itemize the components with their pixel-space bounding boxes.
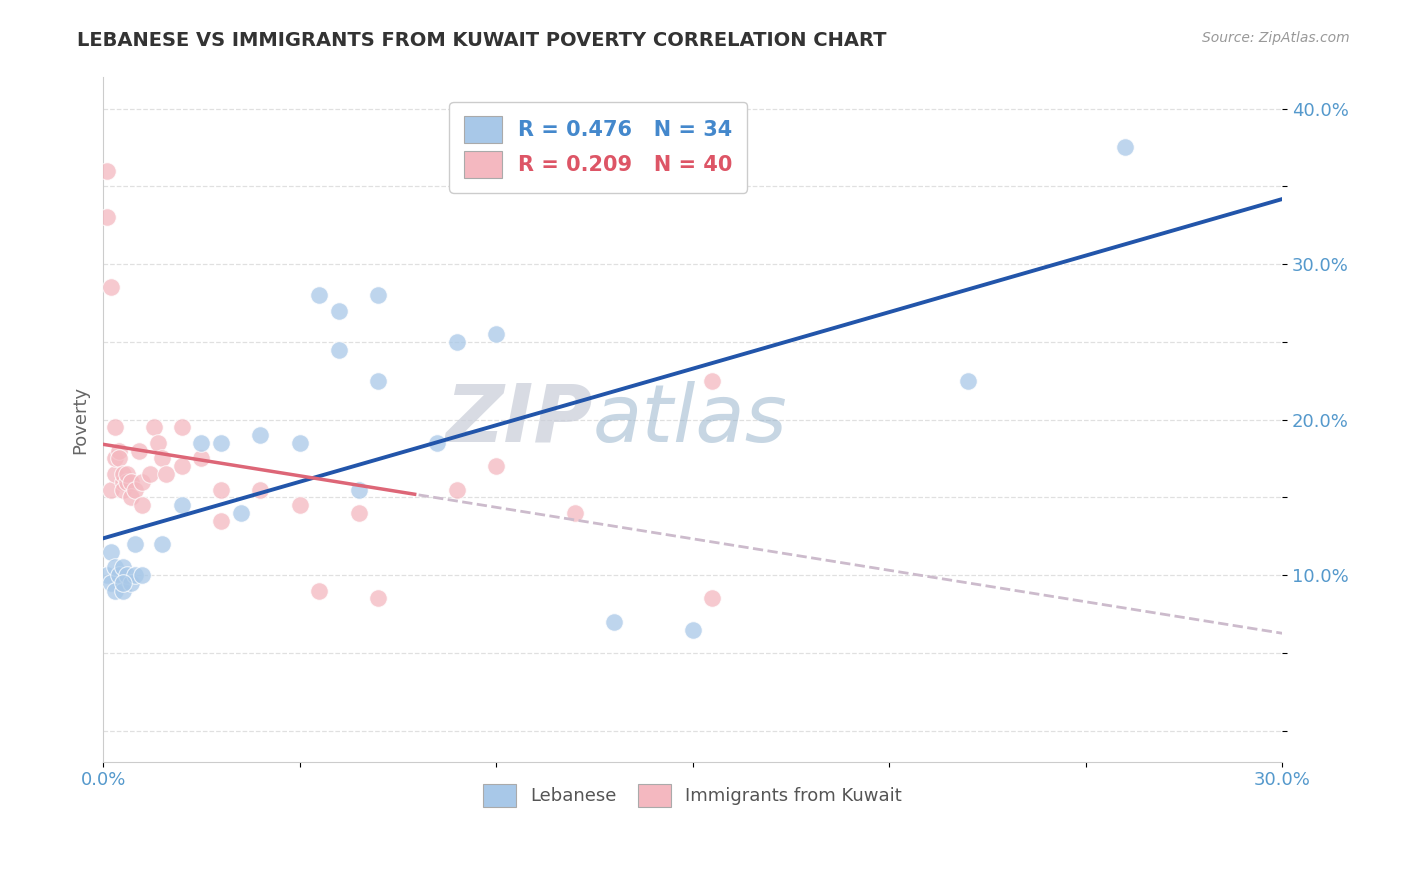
Point <box>131 475 153 489</box>
Point <box>426 436 449 450</box>
Point <box>100 280 122 294</box>
Point <box>170 498 193 512</box>
Point <box>702 591 724 606</box>
Point <box>111 575 134 590</box>
Point <box>347 483 370 497</box>
Point <box>104 451 127 466</box>
Point <box>104 467 127 481</box>
Point <box>120 575 142 590</box>
Point <box>150 537 173 551</box>
Point <box>328 343 350 357</box>
Point <box>96 211 118 225</box>
Y-axis label: Poverty: Poverty <box>72 385 89 454</box>
Point <box>229 506 252 520</box>
Point <box>111 483 134 497</box>
Point <box>115 475 138 489</box>
Text: LEBANESE VS IMMIGRANTS FROM KUWAIT POVERTY CORRELATION CHART: LEBANESE VS IMMIGRANTS FROM KUWAIT POVER… <box>77 31 887 50</box>
Point <box>702 374 724 388</box>
Point <box>111 583 134 598</box>
Point <box>190 451 212 466</box>
Point <box>111 475 134 489</box>
Point <box>115 467 138 481</box>
Point <box>209 483 232 497</box>
Point <box>131 498 153 512</box>
Point <box>124 537 146 551</box>
Point <box>308 583 330 598</box>
Point <box>104 420 127 434</box>
Point <box>1114 140 1136 154</box>
Point <box>155 467 177 481</box>
Point <box>124 483 146 497</box>
Point <box>96 568 118 582</box>
Point <box>146 436 169 450</box>
Point <box>209 514 232 528</box>
Point <box>170 459 193 474</box>
Point <box>603 615 626 629</box>
Point <box>564 506 586 520</box>
Point <box>367 591 389 606</box>
Text: atlas: atlas <box>592 381 787 458</box>
Point <box>308 288 330 302</box>
Point <box>96 163 118 178</box>
Point <box>446 483 468 497</box>
Point <box>170 420 193 434</box>
Point <box>190 436 212 450</box>
Point <box>249 428 271 442</box>
Point <box>104 583 127 598</box>
Point <box>108 568 131 582</box>
Point <box>367 288 389 302</box>
Text: Source: ZipAtlas.com: Source: ZipAtlas.com <box>1202 31 1350 45</box>
Point <box>367 374 389 388</box>
Point <box>139 467 162 481</box>
Point <box>249 483 271 497</box>
Point <box>328 303 350 318</box>
Point <box>111 560 134 574</box>
Text: ZIP: ZIP <box>446 381 592 458</box>
Point <box>120 491 142 505</box>
Point <box>347 506 370 520</box>
Point <box>131 568 153 582</box>
Legend: Lebanese, Immigrants from Kuwait: Lebanese, Immigrants from Kuwait <box>477 777 910 814</box>
Point <box>485 327 508 342</box>
Point <box>288 498 311 512</box>
Point <box>682 623 704 637</box>
Point <box>446 334 468 349</box>
Point <box>100 575 122 590</box>
Point <box>100 545 122 559</box>
Point <box>128 443 150 458</box>
Point <box>108 451 131 466</box>
Point <box>104 560 127 574</box>
Point <box>124 568 146 582</box>
Point <box>209 436 232 450</box>
Point <box>288 436 311 450</box>
Point <box>485 459 508 474</box>
Point <box>111 467 134 481</box>
Point <box>108 443 131 458</box>
Point <box>956 374 979 388</box>
Point <box>100 483 122 497</box>
Point <box>115 568 138 582</box>
Point <box>150 451 173 466</box>
Point <box>120 475 142 489</box>
Point <box>143 420 166 434</box>
